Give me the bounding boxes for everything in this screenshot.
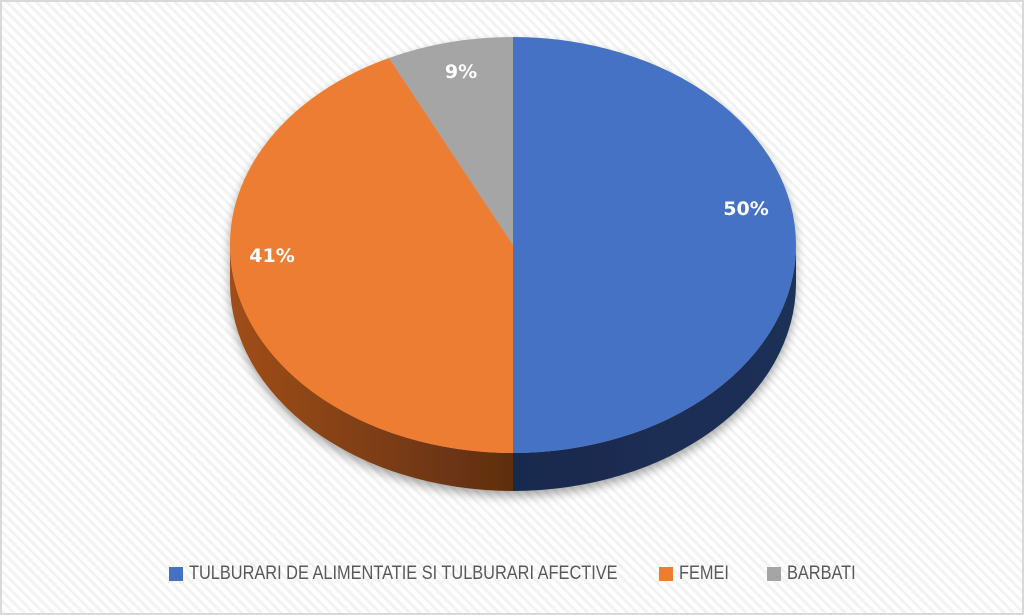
slice-tulburari[interactable] (513, 37, 796, 453)
legend-swatch-gray (767, 567, 782, 581)
legend-swatch-blue (168, 567, 183, 581)
legend-swatch-orange (659, 567, 674, 581)
legend-item-tulburari[interactable]: TULBURARI DE ALIMENTATIE SI TULBURARI AF… (168, 563, 621, 585)
legend-item-barbati[interactable]: BARBATI (767, 563, 856, 585)
legend-label: BARBATI (787, 563, 856, 584)
slice-barbati[interactable] (389, 36, 513, 245)
slice-femei[interactable] (229, 58, 513, 454)
data-label-femei: 41% (249, 245, 294, 267)
legend-label: FEMEI (679, 563, 730, 584)
legend-label: TULBURARI DE ALIMENTATIE SI TULBURARI AF… (188, 563, 618, 584)
legend-item-femei[interactable]: FEMEI (659, 563, 729, 585)
slice-side-tulburari (513, 245, 796, 491)
data-label-tulburari: 50% (723, 198, 768, 220)
legend: TULBURARI DE ALIMENTATIE SI TULBURARI AF… (0, 558, 1024, 590)
slice-side-femei (230, 245, 513, 491)
data-label-barbati: 9% (445, 61, 477, 83)
